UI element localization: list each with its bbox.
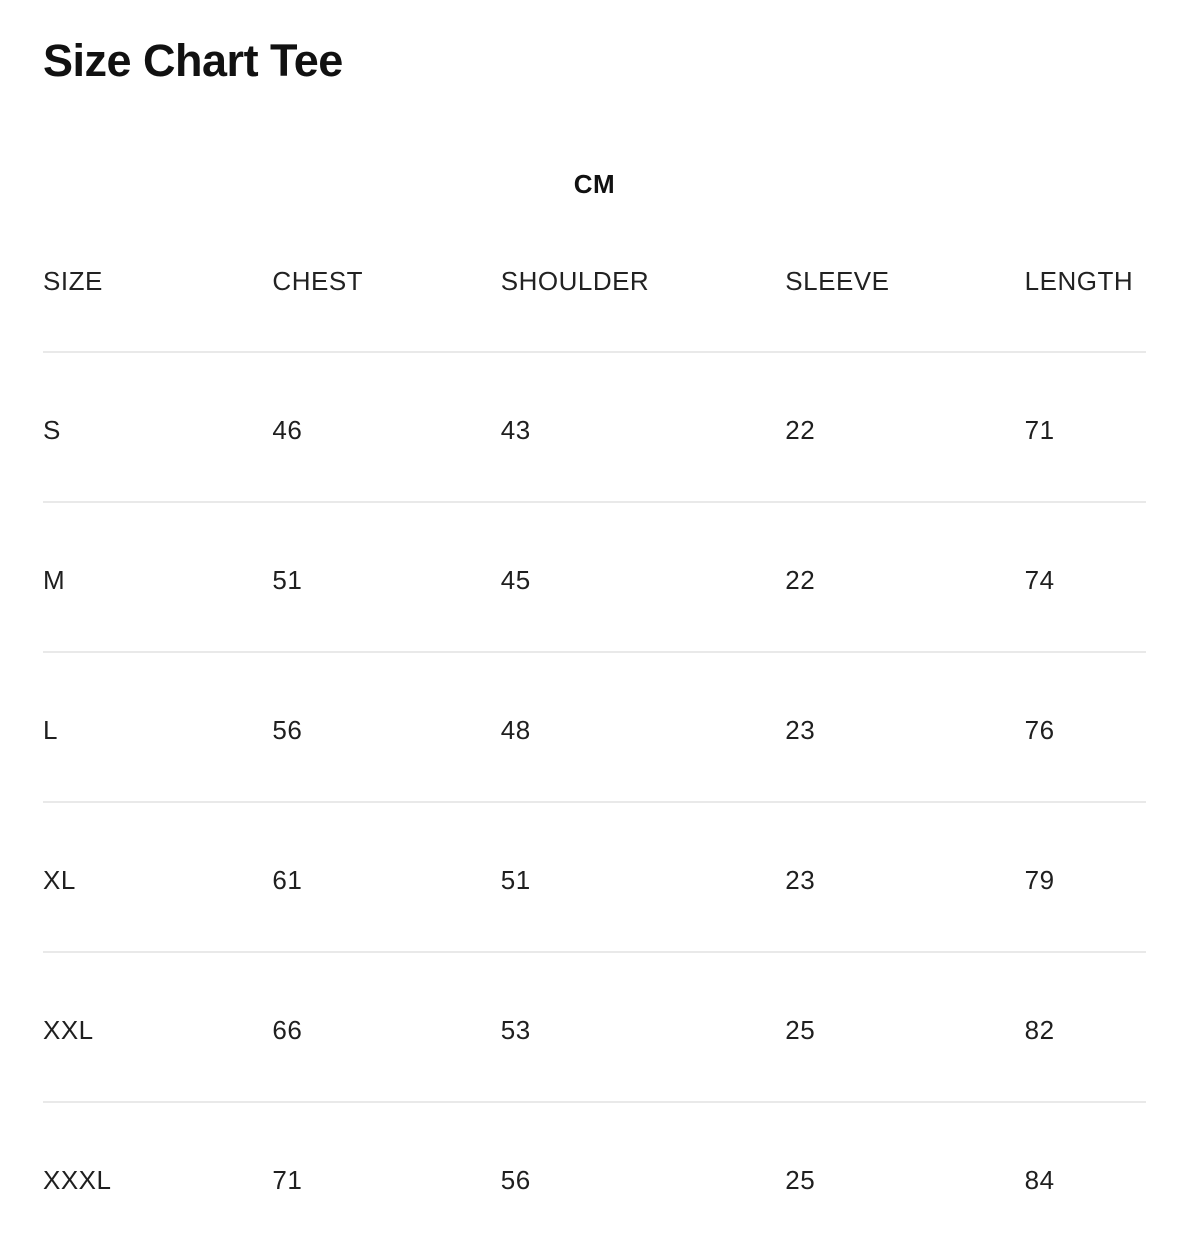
column-header-sleeve: SLEEVE — [785, 266, 890, 296]
cell-sleeve: 23 — [785, 865, 816, 895]
column-header-shoulder: SHOULDER — [500, 266, 650, 296]
cell-chest: 46 — [272, 415, 303, 445]
cell-shoulder: 48 — [500, 715, 531, 745]
cell-size: S — [43, 415, 61, 445]
cell-shoulder: 43 — [500, 415, 531, 445]
table-row-s: S 46 43 22 71 — [43, 353, 1146, 503]
cell-chest: 51 — [272, 565, 303, 595]
cell-shoulder: 53 — [500, 1015, 531, 1045]
cell-length: 71 — [1024, 415, 1055, 445]
table-header-row: SIZE CHEST SHOULDER SLEEVE LENGTH — [43, 199, 1146, 353]
table-row-xxxl: XXXL 71 56 25 84 — [43, 1103, 1146, 1242]
cell-chest: 61 — [272, 865, 303, 895]
table-row-xxl: XXL 66 53 25 82 — [43, 953, 1146, 1103]
cell-sleeve: 25 — [785, 1165, 816, 1195]
cell-sleeve: 23 — [785, 715, 816, 745]
cell-sleeve: 25 — [785, 1015, 816, 1045]
table-row-m: M 51 45 22 74 — [43, 503, 1146, 653]
cell-size: L — [43, 715, 58, 745]
unit-label: CM — [573, 169, 616, 199]
page-title: Size Chart Tee — [43, 35, 343, 86]
cell-size: XL — [43, 865, 76, 895]
cell-length: 84 — [1024, 1165, 1055, 1195]
cell-shoulder: 51 — [500, 865, 531, 895]
cell-chest: 56 — [272, 715, 303, 745]
table-row-l: L 56 48 23 76 — [43, 653, 1146, 803]
column-header-size: SIZE — [43, 266, 103, 296]
cell-size: M — [43, 565, 66, 595]
table-row-xl: XL 61 51 23 79 — [43, 803, 1146, 953]
cell-size: XXXL — [43, 1165, 112, 1195]
cell-chest: 66 — [272, 1015, 303, 1045]
cell-length: 79 — [1024, 865, 1055, 895]
cell-shoulder: 56 — [500, 1165, 531, 1195]
cell-length: 82 — [1024, 1015, 1055, 1045]
cell-length: 74 — [1024, 565, 1055, 595]
cell-sleeve: 22 — [785, 565, 816, 595]
cell-size: XXL — [43, 1015, 94, 1045]
size-chart-table: SIZE CHEST SHOULDER SLEEVE LENGTH S 46 4… — [43, 199, 1146, 1242]
cell-length: 76 — [1024, 715, 1055, 745]
cell-shoulder: 45 — [500, 565, 531, 595]
column-header-length: LENGTH — [1024, 266, 1134, 296]
column-header-chest: CHEST — [272, 266, 364, 296]
cell-sleeve: 22 — [785, 415, 816, 445]
cell-chest: 71 — [272, 1165, 303, 1195]
